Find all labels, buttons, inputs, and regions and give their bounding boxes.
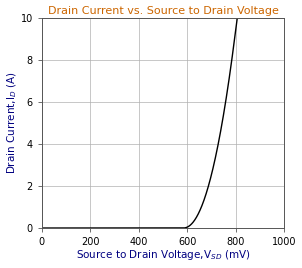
X-axis label: Source to Drain Voltage,V$_{SD}$ (mV): Source to Drain Voltage,V$_{SD}$ (mV): [76, 248, 250, 262]
Title: Drain Current vs. Source to Drain Voltage: Drain Current vs. Source to Drain Voltag…: [48, 6, 278, 16]
Y-axis label: Drain Current,I$_D$ (A): Drain Current,I$_D$ (A): [5, 72, 19, 174]
